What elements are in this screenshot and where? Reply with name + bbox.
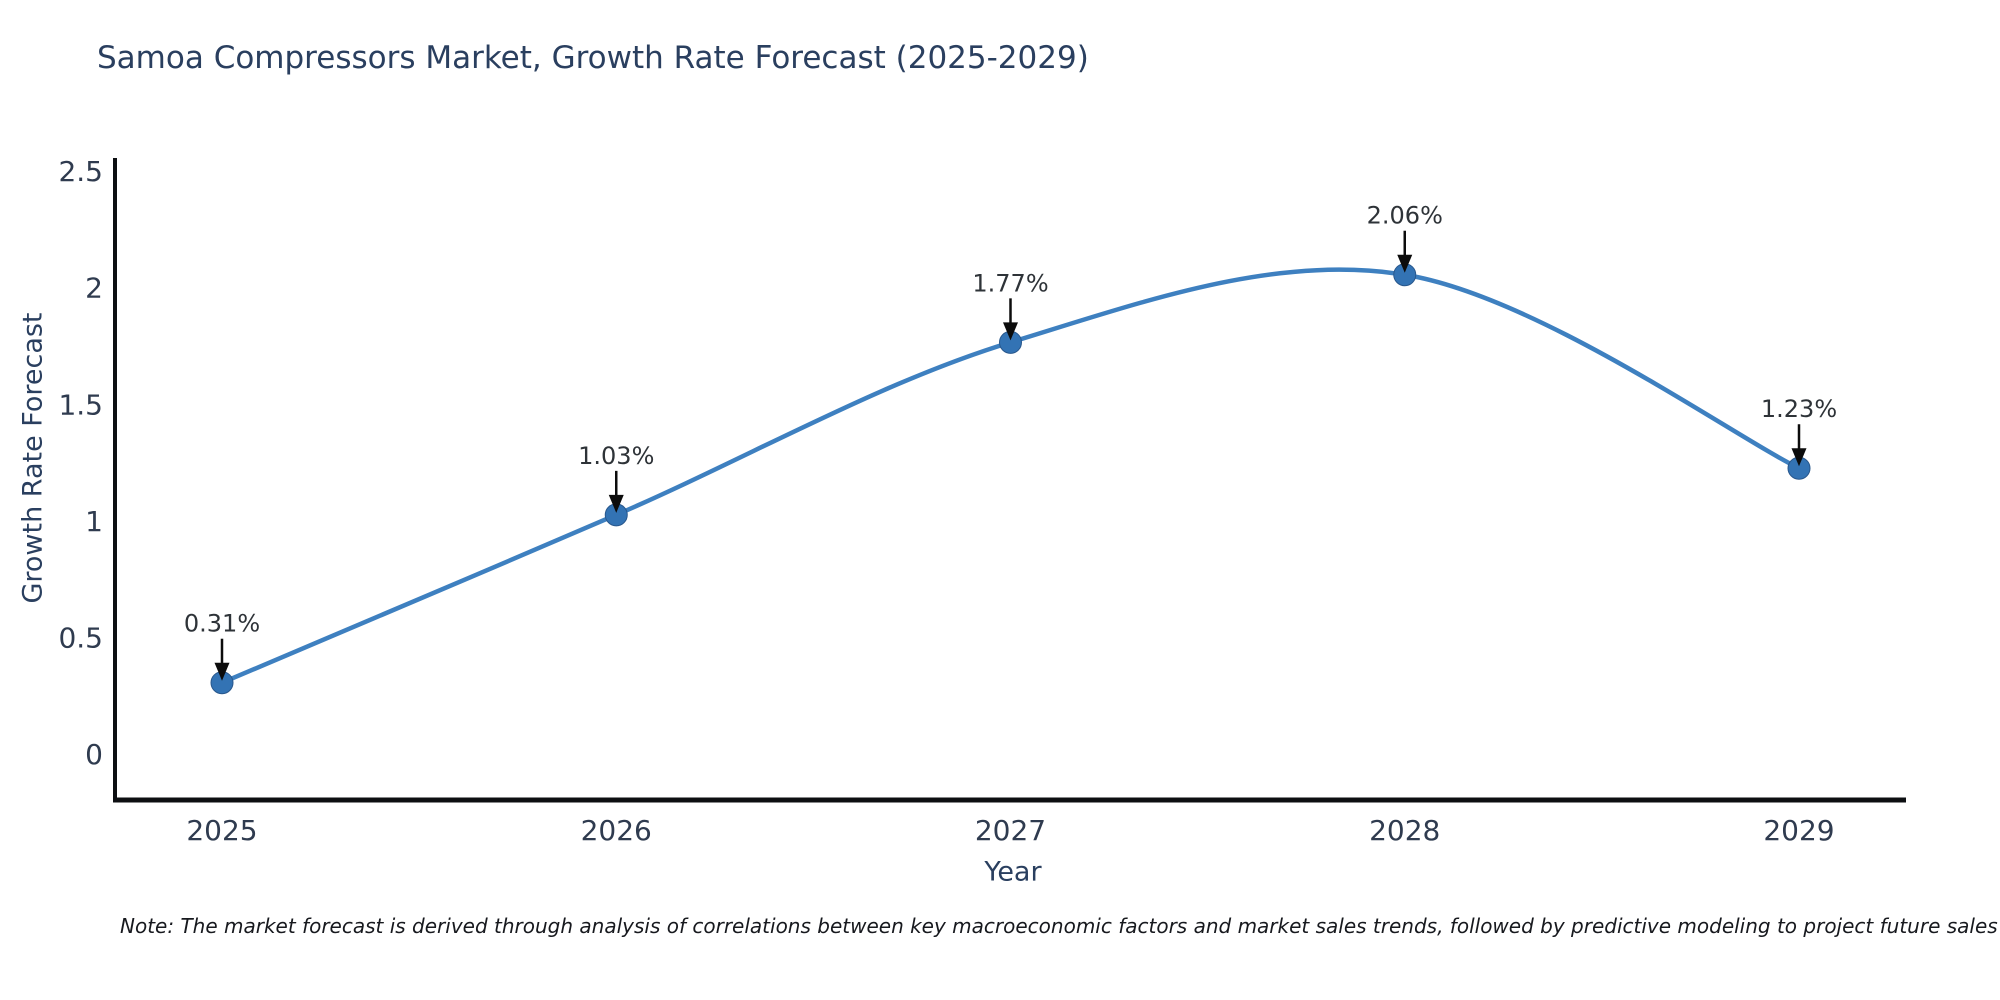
annotation-arrow-head (1791, 448, 1807, 467)
annotation-arrow-head (1397, 254, 1413, 273)
y-tick-label: 0 (85, 738, 103, 771)
x-tick-label: 2025 (186, 814, 257, 847)
footnote: Note: The market forecast is derived thr… (120, 914, 1998, 938)
x-axis-title: Year (984, 856, 1042, 888)
annotation-arrow-head (608, 494, 624, 513)
annotation-label: 1.77% (972, 269, 1048, 297)
chart-title: Samoa Compressors Market, Growth Rate Fo… (97, 40, 1089, 76)
annotation-label: 1.03% (578, 442, 654, 470)
annotation-label: 2.06% (1367, 202, 1443, 230)
y-tick-label: 0.5 (58, 621, 103, 654)
annotation-arrow-head (214, 662, 230, 681)
x-tick-label: 2028 (1369, 814, 1440, 847)
y-tick-label: 2 (85, 272, 103, 305)
annotation-label: 0.31% (184, 610, 260, 638)
y-tick-label: 2.5 (58, 155, 103, 188)
x-tick-label: 2029 (1763, 814, 1834, 847)
annotation-label: 1.23% (1761, 395, 1837, 423)
y-axis-title: Growth Rate Forecast (17, 312, 49, 604)
annotation-arrow-head (1003, 322, 1018, 341)
x-tick-label: 2027 (975, 814, 1046, 847)
y-tick-label: 1 (85, 505, 103, 538)
y-tick-label: 1.5 (58, 388, 103, 421)
x-tick-label: 2026 (581, 814, 652, 847)
